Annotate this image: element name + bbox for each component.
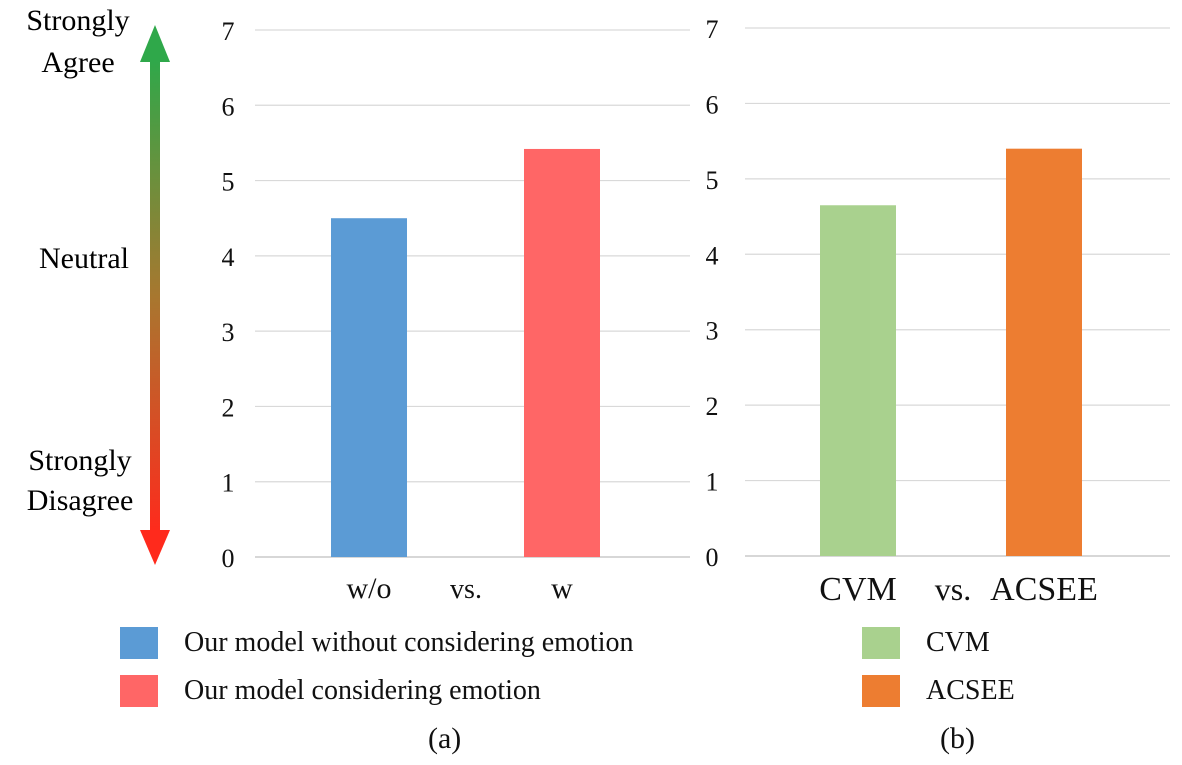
panel-b-bar-1 [820,205,896,556]
panel-a-y-tick-label: 7 [222,17,235,46]
legend-b-item-2: ACSEE [862,675,1015,707]
legend-a-label-2: Our model considering emotion [184,675,541,706]
legend-b-label-2: ACSEE [926,675,1015,706]
panel-a-chart: 0 1 2 3 4 5 6 7 w/o w vs. [222,17,690,605]
scale-top-label-line1: Strongly [26,4,129,37]
panel-b-vs-label: vs. [935,571,971,607]
legend-b-swatch-2 [862,675,900,707]
legend-b-item-1: CVM [862,627,990,659]
legend-b-label-1: CVM [926,627,990,658]
legend-a-item-2: Our model considering emotion [120,675,541,707]
panel-a-y-tick-label: 1 [222,469,235,498]
panel-a-y-tick-label: 0 [222,544,235,573]
legend-a-label-1: Our model without considering emotion [184,627,634,658]
panel-a-category-label-1: w/o [347,572,392,605]
legend-b-swatch-1 [862,627,900,659]
panel-a-y-tick-label: 3 [222,318,235,347]
scale-arrow-up-head [140,25,170,62]
panel-b-y-tick-label: 1 [706,468,719,497]
scale-arrow-down-head [140,530,170,565]
legend-a-swatch-1 [120,627,158,659]
panel-a-y-tick-label: 5 [222,168,235,197]
panel-a-label: (a) [428,722,462,755]
panel-a-y-tick-label: 6 [222,92,235,121]
panel-b-chart: 0 1 2 3 4 5 6 7 CVM ACSEE vs. [706,15,1170,608]
panel-b-y-tick-label: 5 [706,166,719,195]
scale-bottom-label-line2: Disagree [27,484,134,517]
panel-b-bar-2 [1006,148,1082,556]
panel-b-y-tick-label: 6 [706,90,719,119]
scale-top-label-line2: Agree [41,46,114,79]
panel-b-category-label-1: CVM [819,571,896,608]
panel-a-category-label-2: w [551,572,573,605]
panel-b-y-tick-label: 0 [706,543,719,572]
panel-b-label: (b) [940,722,975,755]
scale-arrow-shaft [150,60,160,534]
panel-a-bar-1 [331,218,407,557]
agreement-scale: Strongly Agree Neutral Strongly Disagree [26,4,170,565]
panel-a-y-tick-label: 4 [222,243,235,272]
panel-a-vs-label: vs. [450,574,482,605]
panel-b-y-tick-label: 7 [706,15,719,44]
panel-a-y-tick-label: 2 [222,393,235,422]
panel-b-y-tick-label: 4 [706,241,719,270]
legend-a-swatch-2 [120,675,158,707]
panel-a-bar-2 [524,148,600,558]
panel-b-category-label-2: ACSEE [990,571,1098,608]
panel-b-y-tick-label: 3 [706,317,719,346]
scale-bottom-label-line1: Strongly [28,444,131,477]
legend-a-item-1: Our model without considering emotion [120,627,634,659]
panel-b-y-tick-label: 2 [706,392,719,421]
scale-middle-label: Neutral [39,242,129,275]
